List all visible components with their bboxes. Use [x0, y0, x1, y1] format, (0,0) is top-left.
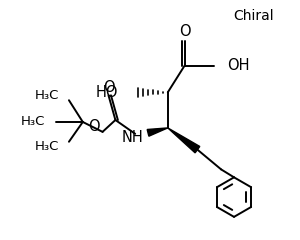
Polygon shape: [168, 128, 200, 153]
Text: O: O: [88, 120, 100, 134]
Text: O: O: [103, 80, 114, 95]
Text: NH: NH: [121, 130, 143, 145]
Text: OH: OH: [227, 58, 250, 73]
Text: H₃C: H₃C: [35, 89, 59, 102]
Polygon shape: [147, 128, 168, 136]
Text: O: O: [179, 24, 190, 39]
Text: H₃C: H₃C: [21, 115, 45, 128]
Text: Chiral: Chiral: [233, 9, 274, 23]
Text: HO: HO: [96, 85, 118, 100]
Text: H₃C: H₃C: [35, 140, 59, 153]
